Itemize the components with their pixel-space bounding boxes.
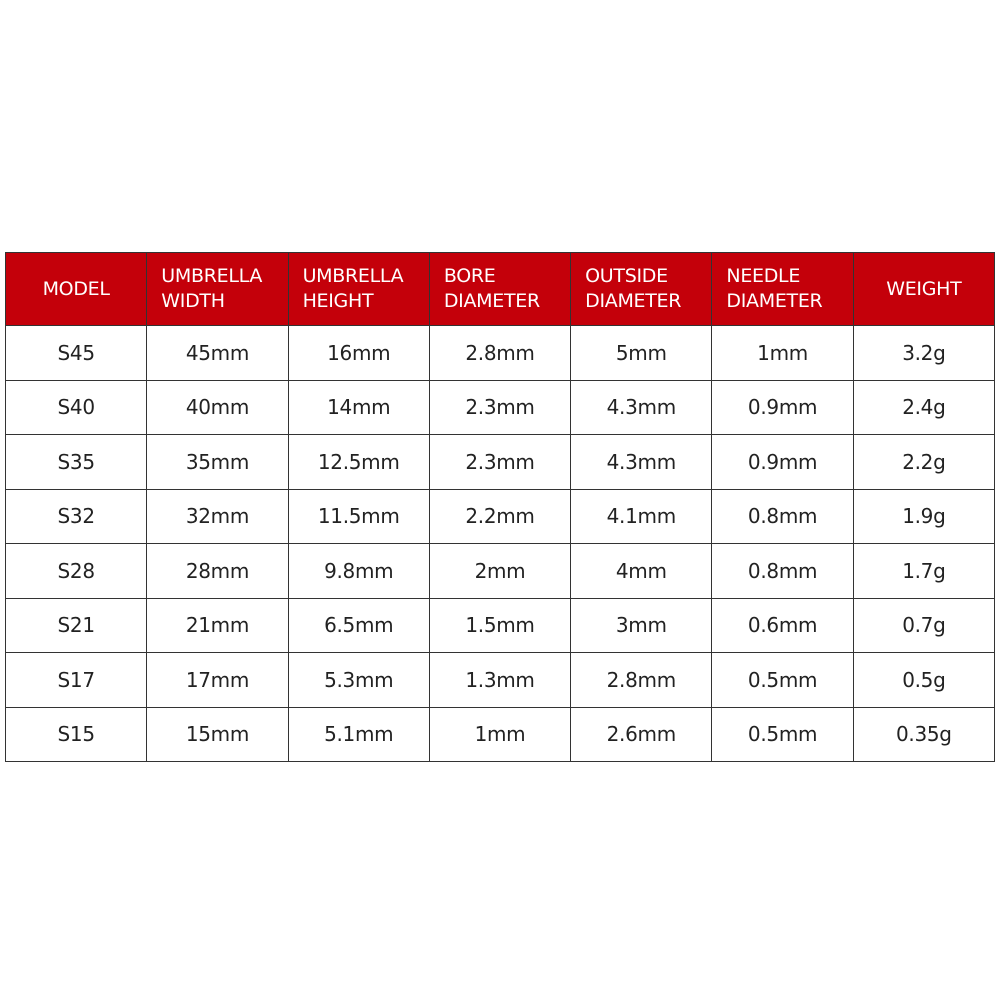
column-header-weight: WEIGHT (852, 252, 996, 326)
header-text: DIAMETER (726, 290, 823, 312)
cell-model: S40 (4, 379, 148, 435)
cell-model: S28 (4, 543, 148, 599)
cell-umbrella-width: 15mm (146, 706, 289, 762)
column-header-bore-diameter: BORE DIAMETER (428, 252, 572, 326)
column-header-needle-diameter: NEEDLE DIAMETER (711, 252, 854, 326)
cell-umbrella-height: 5.1mm (287, 706, 430, 762)
cell-bore-diameter: 1.5mm (428, 597, 572, 653)
cell-weight: 2.2g (852, 434, 996, 490)
column-header-umbrella-height: UMBRELLA HEIGHT (287, 252, 430, 326)
cell-bore-diameter: 2.3mm (428, 379, 572, 435)
cell-umbrella-width: 21mm (146, 597, 289, 653)
cell-needle-diameter: 0.5mm (711, 706, 854, 762)
table-row: S15 15mm 5.1mm 1mm 2.6mm 0.5mm 0.35g (4, 706, 996, 762)
cell-weight: 1.7g (852, 543, 996, 599)
cell-weight: 0.7g (852, 597, 996, 653)
cell-outside-diameter: 4.3mm (570, 434, 713, 490)
cell-bore-diameter: 1mm (428, 706, 572, 762)
cell-needle-diameter: 0.9mm (711, 434, 854, 490)
cell-needle-diameter: 0.8mm (711, 543, 854, 599)
header-text: DIAMETER (585, 290, 682, 312)
cell-outside-diameter: 4.1mm (570, 488, 713, 544)
cell-model: S15 (4, 706, 148, 762)
table-row: S45 45mm 16mm 2.8mm 5mm 1mm 3.2g (4, 325, 996, 381)
column-header-model: MODEL (4, 252, 148, 326)
cell-weight: 0.35g (852, 706, 996, 762)
cell-umbrella-height: 12.5mm (287, 434, 430, 490)
header-text: WEIGHT (886, 277, 962, 300)
cell-umbrella-width: 28mm (146, 543, 289, 599)
cell-outside-diameter: 2.6mm (570, 706, 713, 762)
cell-outside-diameter: 4.3mm (570, 379, 713, 435)
cell-umbrella-height: 5.3mm (287, 652, 430, 708)
cell-bore-diameter: 2.2mm (428, 488, 572, 544)
cell-bore-diameter: 2.3mm (428, 434, 572, 490)
cell-needle-diameter: 1mm (711, 325, 854, 381)
cell-bore-diameter: 2.8mm (428, 325, 572, 381)
header-text: UMBRELLA (302, 265, 404, 287)
header-text: DIAMETER (443, 290, 540, 312)
cell-umbrella-height: 16mm (287, 325, 430, 381)
header-text: WIDTH (161, 290, 225, 312)
table-body: S45 45mm 16mm 2.8mm 5mm 1mm 3.2g S40 40mm 14mm 2.3… (4, 325, 996, 762)
cell-bore-diameter: 2mm (428, 543, 572, 599)
header-text: HEIGHT (302, 290, 374, 312)
cell-needle-diameter: 0.5mm (711, 652, 854, 708)
cell-umbrella-width: 35mm (146, 434, 289, 490)
cell-weight: 0.5g (852, 652, 996, 708)
table-row: S21 21mm 6.5mm 1.5mm 3mm 0.6mm 0.7g (4, 597, 996, 653)
cell-umbrella-width: 45mm (146, 325, 289, 381)
column-header-outside-diameter: OUTSIDE DIAMETER (570, 252, 713, 326)
cell-umbrella-height: 11.5mm (287, 488, 430, 544)
cell-umbrella-height: 9.8mm (287, 543, 430, 599)
cell-umbrella-width: 32mm (146, 488, 289, 544)
cell-umbrella-height: 14mm (287, 379, 430, 435)
cell-needle-diameter: 0.9mm (711, 379, 854, 435)
cell-umbrella-width: 40mm (146, 379, 289, 435)
table-row: S35 35mm 12.5mm 2.3mm 4.3mm 0.9mm 2.2g (4, 434, 996, 490)
cell-outside-diameter: 3mm (570, 597, 713, 653)
cell-bore-diameter: 1.3mm (428, 652, 572, 708)
table-row: S28 28mm 9.8mm 2mm 4mm 0.8mm 1.7g (4, 543, 996, 599)
cell-model: S17 (4, 652, 148, 708)
cell-weight: 1.9g (852, 488, 996, 544)
header-text: UMBRELLA (161, 265, 263, 287)
cell-outside-diameter: 2.8mm (570, 652, 713, 708)
header-text: MODEL (42, 277, 110, 300)
spec-table: MODEL UMBRELLA WIDTH UMBRELLA HEIGHT BORE DIAM… (4, 252, 996, 762)
header-text: BORE (443, 265, 496, 287)
cell-needle-diameter: 0.8mm (711, 488, 854, 544)
header-row: MODEL UMBRELLA WIDTH UMBRELLA HEIGHT BORE DIAM… (4, 252, 996, 326)
cell-outside-diameter: 5mm (570, 325, 713, 381)
cell-needle-diameter: 0.6mm (711, 597, 854, 653)
cell-model: S32 (4, 488, 148, 544)
cell-weight: 2.4g (852, 379, 996, 435)
cell-model: S21 (4, 597, 148, 653)
cell-umbrella-width: 17mm (146, 652, 289, 708)
column-header-umbrella-width: UMBRELLA WIDTH (146, 252, 289, 326)
cell-model: S35 (4, 434, 148, 490)
cell-weight: 3.2g (852, 325, 996, 381)
table-row: S17 17mm 5.3mm 1.3mm 2.8mm 0.5mm 0.5g (4, 652, 996, 708)
table-row: S40 40mm 14mm 2.3mm 4.3mm 0.9mm 2.4g (4, 379, 996, 435)
header-text: OUTSIDE (585, 265, 668, 287)
header-text: NEEDLE (726, 265, 801, 287)
cell-outside-diameter: 4mm (570, 543, 713, 599)
cell-umbrella-height: 6.5mm (287, 597, 430, 653)
table-row: S32 32mm 11.5mm 2.2mm 4.1mm 0.8mm 1.9g (4, 488, 996, 544)
cell-model: S45 (4, 325, 148, 381)
